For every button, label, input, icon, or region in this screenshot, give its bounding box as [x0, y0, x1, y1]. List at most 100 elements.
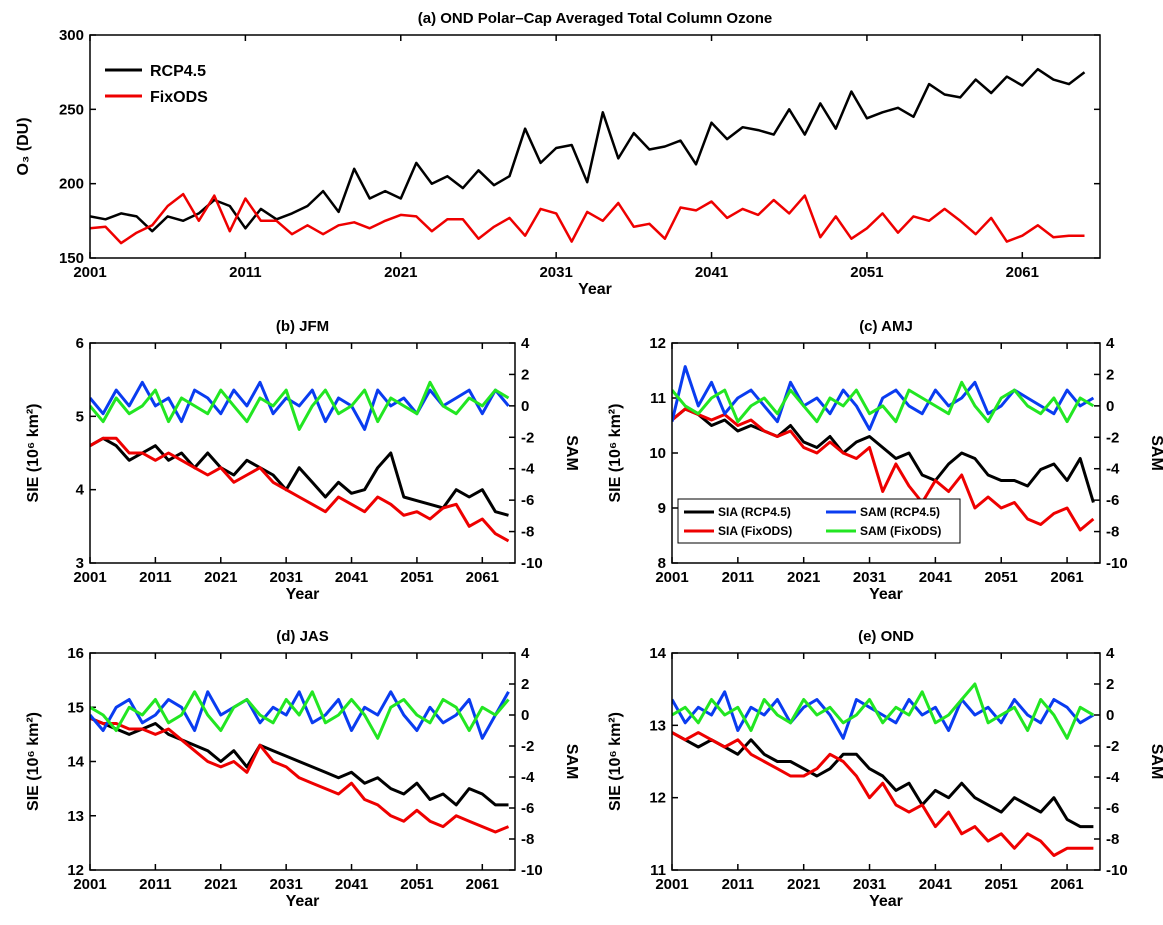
- y-tick-label: 9: [658, 500, 666, 517]
- y2-tick-label: -4: [1106, 769, 1120, 786]
- x-tick-label: 2021: [787, 569, 820, 586]
- x-tick-label: 2001: [655, 569, 688, 586]
- y2-tick-label: 2: [1106, 366, 1114, 383]
- legend-label: SAM (RCP4.5): [860, 505, 940, 519]
- series-line: [90, 436, 509, 517]
- y2-tick-label: 2: [521, 676, 529, 693]
- x-tick-label: 2041: [695, 264, 728, 281]
- x-tick-label: 2031: [269, 569, 302, 586]
- y-tick-label: 6: [76, 335, 84, 352]
- series-line: [672, 682, 1095, 740]
- x-tick-label: 2031: [269, 876, 302, 893]
- series-line: [672, 731, 1094, 829]
- y-tick-label: 10: [649, 445, 666, 462]
- plot-frame: [671, 342, 1101, 564]
- series-line: [90, 716, 509, 807]
- x-tick-label: 2051: [985, 569, 1018, 586]
- x-tick-label: 2021: [384, 264, 417, 281]
- y-tick-label: 3: [76, 555, 84, 572]
- y2-axis-label: SAM: [563, 435, 580, 471]
- y2-tick-label: 0: [1106, 707, 1114, 724]
- y2-tick-label: -6: [1106, 492, 1119, 509]
- y-tick-label: 8: [658, 555, 666, 572]
- x-tick-label: 2001: [73, 569, 106, 586]
- y2-tick-label: 4: [1106, 645, 1115, 662]
- panel: (d) JAS 2001 2011 2021 2031 2041 2051 2061 Year 1…: [25, 628, 580, 910]
- panel-title: (d) JAS: [276, 628, 329, 645]
- x-tick-label: 2031: [539, 264, 572, 281]
- plot-frame: [671, 652, 1101, 871]
- x-tick-label: 2011: [722, 569, 755, 586]
- x-tick-label: 2061: [1050, 569, 1083, 586]
- y2-tick-label: -8: [521, 524, 534, 541]
- y2-tick-label: -2: [1106, 738, 1119, 755]
- y-tick-label: 300: [59, 27, 84, 44]
- series-line: [90, 67, 1086, 233]
- panel-title: (e) OND: [858, 628, 914, 645]
- y2-tick-label: 2: [521, 366, 529, 383]
- y2-tick-label: -6: [521, 800, 534, 817]
- y-tick-label: 15: [67, 699, 84, 716]
- x-tick-label: 2001: [655, 876, 688, 893]
- x-tick-label: 2011: [139, 569, 172, 586]
- y-axis-label: O₃ (DU): [15, 117, 32, 175]
- y2-tick-label: 4: [521, 645, 530, 662]
- x-tick-label: 2031: [853, 569, 886, 586]
- y-tick-label: 14: [649, 645, 666, 662]
- series-line: [672, 380, 1095, 424]
- x-axis-label: Year: [286, 893, 320, 910]
- x-tick-label: 2041: [335, 876, 368, 893]
- y2-tick-label: -8: [521, 831, 534, 848]
- y2-tick-label: -2: [1106, 429, 1119, 446]
- plot-frame: [89, 652, 516, 871]
- x-tick-label: 2031: [853, 876, 886, 893]
- y2-tick-label: 0: [1106, 398, 1114, 415]
- x-tick-label: 2011: [722, 876, 755, 893]
- x-tick-label: 2001: [73, 264, 106, 281]
- y2-axis-label: SAM: [563, 744, 580, 780]
- x-tick-label: 2061: [466, 876, 499, 893]
- y-tick-label: 16: [67, 645, 84, 662]
- series-line: [90, 716, 510, 834]
- x-axis-label: Year: [286, 586, 320, 603]
- y2-axis-label: SAM: [1148, 435, 1163, 471]
- y2-tick-label: 4: [1106, 335, 1115, 352]
- x-tick-label: 2051: [985, 876, 1018, 893]
- series-line: [90, 380, 510, 431]
- x-tick-label: 2051: [400, 876, 433, 893]
- x-tick-label: 2011: [229, 264, 262, 281]
- y-tick-label: 12: [67, 862, 84, 879]
- x-tick-label: 2061: [1006, 264, 1039, 281]
- y-tick-label: 200: [59, 176, 84, 193]
- legend-label: SIA (RCP4.5): [718, 505, 791, 519]
- y-tick-label: 150: [59, 250, 84, 267]
- panel: (a) OND Polar–Cap Averaged Total Column …: [15, 10, 1101, 298]
- y-axis-label: SIE (10⁶ km²): [25, 712, 42, 811]
- y2-tick-label: 0: [521, 398, 529, 415]
- x-tick-label: 2051: [400, 569, 433, 586]
- y2-tick-label: -8: [1106, 524, 1119, 541]
- y-tick-label: 13: [67, 808, 84, 825]
- series-line: [672, 407, 1095, 503]
- y-tick-label: 12: [649, 790, 666, 807]
- y2-tick-label: -4: [521, 461, 535, 478]
- x-tick-label: 2021: [787, 876, 820, 893]
- y2-tick-label: -2: [521, 429, 534, 446]
- y2-tick-label: -6: [1106, 800, 1119, 817]
- series-line: [672, 407, 1095, 532]
- x-tick-label: 2061: [466, 569, 499, 586]
- y-tick-label: 12: [649, 335, 666, 352]
- y2-tick-label: -4: [521, 769, 535, 786]
- series-line: [672, 731, 1094, 857]
- series-line: [672, 690, 1095, 740]
- y-tick-label: 4: [76, 482, 85, 499]
- legend-label: FixODS: [150, 89, 208, 106]
- y-axis-label: SIE (10⁶ km²): [25, 404, 42, 503]
- x-tick-label: 2021: [204, 569, 237, 586]
- y2-tick-label: 4: [521, 335, 530, 352]
- y2-tick-label: 0: [521, 707, 529, 724]
- y2-tick-label: -2: [521, 738, 534, 755]
- legend-label: SIA (FixODS): [718, 524, 792, 538]
- y2-tick-label: -6: [521, 492, 534, 509]
